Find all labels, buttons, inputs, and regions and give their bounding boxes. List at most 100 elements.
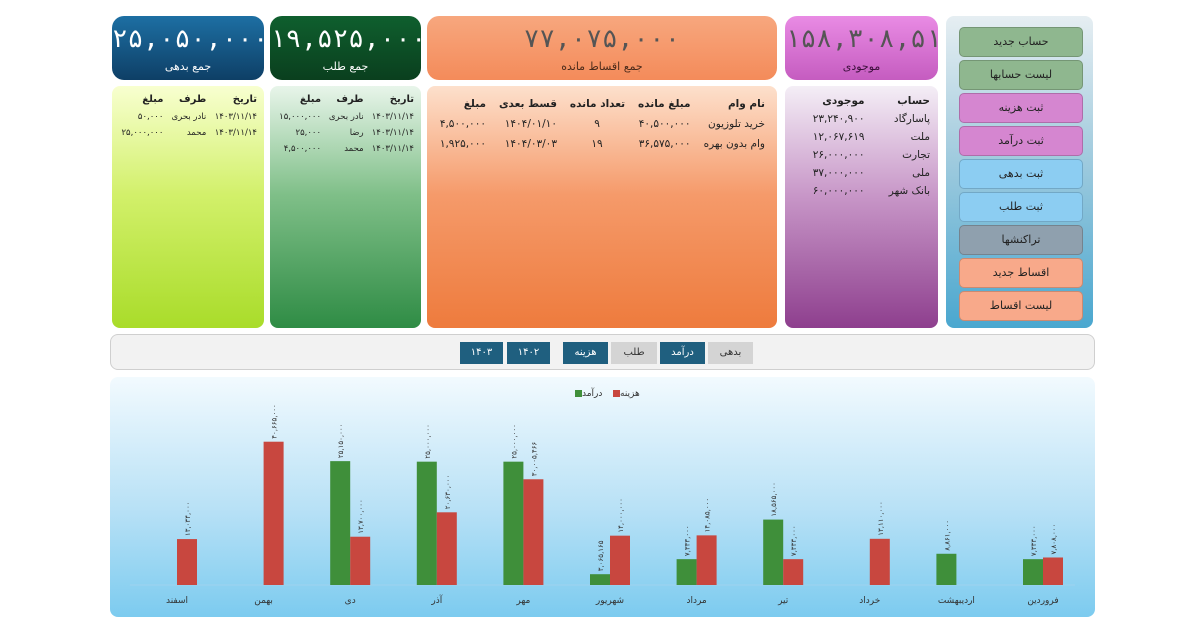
table-row[interactable]: بانک شهر ۶۰,۰۰۰,۰۰۰ (789, 182, 934, 200)
table-row[interactable]: ۱۴۰۳/۱۱/۱۴ محمد ۲۵,۰۰۰,۰۰۰ (116, 125, 260, 141)
inst-amount: ۴,۵۰۰,۰۰۰ (439, 118, 486, 130)
bar-expense[interactable] (696, 535, 717, 585)
transactions-button[interactable]: تراکنشها (959, 225, 1083, 255)
filter-claim-button[interactable]: طلب (611, 342, 657, 364)
account-name: تجارت (902, 149, 930, 161)
table-row[interactable]: وام بدون بهره ۳۶,۵۷۵,۰۰۰ ۱۹ ۱۴۰۴/۰۳/۰۳ ۱… (433, 134, 771, 154)
account-name: پاسارگاد (893, 113, 930, 125)
inst-loan-name: وام بدون بهره (703, 138, 765, 150)
table-row[interactable]: ملت ۱۲,۰۶۷,۶۱۹ (789, 128, 934, 146)
bar-expense[interactable] (350, 536, 371, 585)
bar-income[interactable] (763, 519, 784, 585)
installments-list-button[interactable]: لیست اقساط (959, 291, 1083, 321)
x-tick-label: اسفند (166, 596, 188, 606)
balances-header-row: حساب موجودی (789, 92, 934, 110)
bar-value-label: ۲۰,۶۳۰,۰۰۰ (444, 475, 452, 510)
account-balance: ۲۶,۰۰۰,۰۰۰ (812, 149, 865, 161)
claim-total-card: ۱۹,۵۲۵,۰۰۰ جمع طلب (270, 16, 421, 80)
table-row[interactable]: پاسارگاد ۲۳,۲۴۰,۹۰۰ (789, 110, 934, 128)
legend-income-swatch (575, 390, 582, 397)
filter-bar: بدهی درآمد طلب هزینه ۱۴۰۲ ۱۴۰۳ (110, 334, 1095, 370)
filter-expense-button[interactable]: هزینه (563, 342, 608, 364)
balances-table: حساب موجودی پاسارگاد ۲۳,۲۴۰,۹۰۰ ملت ۱۲,۰۶۷… (789, 92, 934, 200)
claims-header-row: تاریخ طرف مبلغ (274, 94, 417, 109)
debts-panel: تاریخ طرف مبلغ ۱۴۰۳/۱۱/۱۴ نادر بحری ۵۰,۰… (112, 86, 264, 328)
bar-income[interactable] (330, 461, 351, 585)
claim-amount: ۱۵,۰۰۰,۰۰۰ (279, 112, 322, 122)
x-tick-label: مرداد (686, 596, 706, 606)
filter-year-1403-button[interactable]: ۱۴۰۳ (460, 342, 503, 364)
table-row[interactable]: ۱۴۰۳/۱۱/۱۴ نادر بحری ۵۰,۰۰۰ (116, 109, 260, 125)
bar-expense[interactable] (523, 479, 544, 585)
table-row[interactable]: ۱۴۰۳/۱۱/۱۴ محمد ۴,۵۰۰,۰۰۰ (274, 141, 417, 157)
claims-col-date: تاریخ (389, 94, 414, 105)
bar-value-label: ۱۸,۵۶۵,۰۰۰ (770, 482, 778, 517)
account-balance: ۶۰,۰۰۰,۰۰۰ (812, 185, 865, 197)
table-row[interactable]: خرید تلوزیون ۴۰,۵۰۰,۰۰۰ ۹ ۱۴۰۴/۰۱/۱۰ ۴,۵… (433, 114, 771, 134)
bar-income[interactable] (676, 559, 697, 585)
bar-expense[interactable] (1043, 557, 1063, 585)
add-expense-button[interactable]: ثبت هزینه (959, 93, 1083, 123)
bar-income[interactable] (416, 461, 437, 585)
account-balance: ۱۲,۰۶۷,۶۱۹ (812, 131, 865, 143)
bar-expense[interactable] (869, 538, 890, 585)
claim-amount: ۲۵,۰۰۰ (295, 128, 322, 138)
accounts-list-button[interactable]: لیست حسابها (959, 60, 1083, 90)
x-tick-label: فروردین (1027, 596, 1058, 606)
bar-value-label: ۸,۸۶۱,۰۰۰ (943, 520, 951, 551)
legend-income: درآمد (572, 389, 602, 399)
table-row[interactable]: تجارت ۲۶,۰۰۰,۰۰۰ (789, 146, 934, 164)
claim-total-label: جمع طلب (322, 60, 369, 73)
inst-next-installment: ۱۴۰۴/۰۱/۱۰ (504, 118, 557, 130)
legend-expense-swatch (613, 390, 620, 397)
bar-income[interactable] (503, 461, 524, 585)
debt-amount: ۲۵,۰۰۰,۰۰۰ (121, 128, 164, 138)
claim-amount: ۴,۵۰۰,۰۰۰ (283, 144, 322, 154)
filter-debt-button[interactable]: بدهی (708, 342, 753, 364)
add-income-button[interactable]: ثبت درآمد (959, 126, 1083, 156)
bar-value-label: ۲۵,۰۰۰,۰۰۰ (424, 424, 432, 459)
balances-col-account: حساب (897, 95, 930, 107)
bar-expense[interactable] (783, 559, 804, 585)
account-name: ملت (910, 131, 930, 143)
claim-date: ۱۴۰۳/۱۱/۱۴ (371, 112, 414, 122)
debt-total-card: ۲۵,۰۵۰,۰۰۰ جمع بدهی (112, 16, 264, 80)
claims-panel: تاریخ طرف مبلغ ۱۴۰۳/۱۱/۱۴ نادر بحری ۱۵,۰… (270, 86, 421, 328)
add-claim-button[interactable]: ثبت طلب (959, 192, 1083, 222)
account-name: ملی (912, 167, 930, 179)
filter-year-1402-button[interactable]: ۱۴۰۲ (507, 342, 550, 364)
new-installment-button[interactable]: اقساط جدید (959, 258, 1083, 288)
bar-expense[interactable] (263, 441, 284, 585)
x-tick-label: شهریور (595, 596, 624, 606)
new-account-button[interactable]: حساب جدید (959, 27, 1083, 57)
add-debt-button[interactable]: ثبت بدهی (959, 159, 1083, 189)
installments-header-row: نام وام مبلغ مانده تعداد مانده قسط بعدی … (433, 94, 771, 114)
inst-col-remaining-count: تعداد مانده (569, 98, 626, 110)
bar-income[interactable] (1023, 559, 1043, 585)
debt-party: نادر بحری (171, 112, 207, 122)
bar-income[interactable] (936, 553, 957, 585)
inst-col-amount: مبلغ (463, 98, 486, 110)
legend-expense-label: هزینه (620, 389, 640, 399)
inst-remaining-count: ۱۹ (591, 138, 603, 150)
debts-header-row: تاریخ طرف مبلغ (116, 94, 260, 109)
bar-value-label: ۷,۸۰۸,۰۰۰ (1050, 524, 1058, 555)
bar-income[interactable] (590, 574, 610, 585)
installments-table: نام وام مبلغ مانده تعداد مانده قسط بعدی … (433, 94, 771, 154)
bar-expense[interactable] (610, 535, 630, 585)
inst-col-remaining-amount: مبلغ مانده (638, 98, 691, 110)
bar-expense[interactable] (436, 512, 457, 585)
filter-income-button[interactable]: درآمد (660, 342, 705, 364)
bar-expense[interactable] (177, 539, 197, 585)
x-tick-label: خرداد (859, 596, 880, 606)
x-tick-label: دی (345, 596, 356, 606)
debt-total-label: جمع بدهی (164, 60, 212, 73)
chart-svg: فروردین ۷,۳۳۳,۰۰۰ ۷,۸۰۸,۰۰۰ اردیبهشت ۸,۸۶۱,۰… (130, 404, 1075, 606)
table-row[interactable]: ۱۴۰۳/۱۱/۱۴ نادر بحری ۱۵,۰۰۰,۰۰۰ (274, 109, 417, 125)
bar-value-label: ۴۰,۶۶۵,۰۰۰ (271, 404, 279, 439)
table-row[interactable]: ۱۴۰۳/۱۱/۱۴ رضا ۲۵,۰۰۰ (274, 125, 417, 141)
claim-date: ۱۴۰۳/۱۱/۱۴ (371, 128, 414, 138)
table-row[interactable]: ملی ۳۷,۰۰۰,۰۰۰ (789, 164, 934, 182)
installments-panel: نام وام مبلغ مانده تعداد مانده قسط بعدی … (427, 86, 777, 328)
inst-remaining-count: ۹ (594, 118, 600, 130)
